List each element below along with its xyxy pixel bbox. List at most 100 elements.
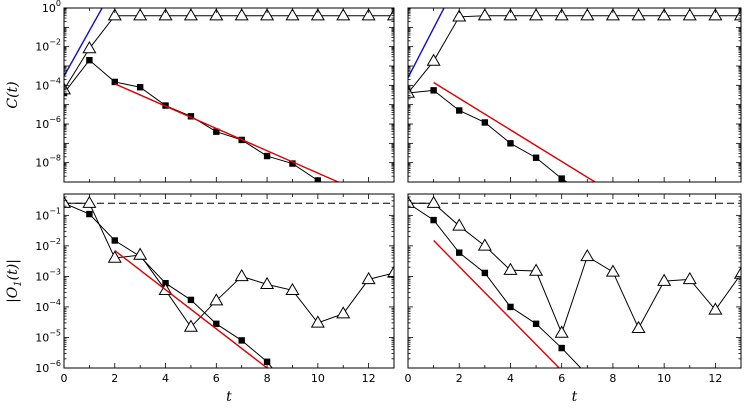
plot-area — [408, 195, 741, 378]
square-point-7 — [238, 337, 245, 344]
series-1-open-triangle — [408, 195, 741, 338]
triangle-point-11 — [336, 8, 351, 21]
fit-line — [114, 250, 268, 368]
plot-area — [64, 8, 394, 182]
square-point-7 — [584, 372, 590, 378]
y-tick-label: 10−5 — [35, 328, 61, 344]
triangle-point-13 — [386, 265, 394, 278]
series-3-none — [114, 83, 339, 182]
x-tick-label: 0 — [61, 372, 68, 385]
x-tick-label: 0 — [405, 372, 412, 385]
triangle-point-5 — [183, 319, 198, 332]
y-tick-label: 100 — [42, 0, 61, 15]
triangle-point-13 — [733, 266, 741, 279]
fit-line — [114, 83, 339, 182]
y-tick-label: 10−2 — [35, 237, 61, 253]
y-axis-label: |O1(t)| — [5, 259, 24, 303]
triangle-point-2 — [107, 8, 122, 21]
triangle-point-6 — [554, 8, 569, 21]
series-2-none — [64, 8, 103, 77]
square-point-2 — [111, 237, 118, 244]
series-1-open-triangle — [64, 8, 394, 95]
triangle-point-4 — [503, 8, 518, 21]
series-2-none — [114, 250, 268, 368]
square-point-1 — [86, 56, 93, 64]
triangle-point-4 — [158, 8, 173, 21]
y-tick-label: 10−3 — [35, 267, 61, 283]
series-0-filled-square — [64, 199, 283, 380]
triangle-point-6 — [554, 325, 569, 338]
triangle-point-7 — [234, 8, 249, 21]
triangle-point-5 — [529, 8, 544, 21]
series-line — [408, 202, 582, 368]
y-tick-label: 10−1 — [35, 206, 61, 222]
triangle-point-0 — [64, 195, 72, 208]
series-2-none — [433, 240, 560, 368]
y-tick-label: 10−2 — [35, 38, 61, 54]
fit-line — [64, 8, 103, 77]
triangle-point-10 — [310, 8, 325, 21]
triangle-point-8 — [605, 8, 620, 21]
series-1-open-triangle — [64, 195, 394, 332]
triangle-point-10 — [657, 273, 672, 286]
series-line — [64, 15, 394, 90]
triangle-point-10 — [657, 8, 672, 21]
triangle-point-5 — [183, 8, 198, 21]
square-point-4 — [507, 140, 514, 147]
triangle-point-1 — [82, 195, 97, 208]
x-tick-label: 12 — [362, 372, 376, 385]
y-tick-label: 10−6 — [35, 115, 61, 131]
square-point-4 — [507, 303, 514, 311]
triangle-point-12 — [361, 271, 376, 285]
triangle-point-7 — [234, 268, 249, 282]
triangle-point-11 — [682, 271, 697, 285]
square-point-8 — [263, 358, 271, 365]
triangle-point-0 — [408, 195, 416, 208]
y-axis-label: C(t) — [5, 81, 21, 108]
x-tick-label: 8 — [609, 372, 616, 385]
square-point-9 — [277, 374, 283, 380]
square-point-6 — [213, 128, 220, 135]
triangle-point-0 — [408, 85, 416, 98]
y-tick-label: 10−8 — [35, 154, 61, 170]
triangle-point-11 — [682, 8, 697, 21]
square-point-1 — [430, 216, 437, 224]
square-point-5 — [187, 113, 195, 120]
triangle-point-1 — [426, 195, 441, 208]
y-tick-label: 10−4 — [35, 298, 61, 314]
fit-line — [433, 240, 560, 368]
chart-panel-top-left: 10−8 10−6 10−4 10−2 100 C(t) — [5, 0, 395, 183]
square-point-1 — [86, 210, 93, 218]
x-tick-label: 4 — [507, 372, 514, 385]
square-point-6 — [558, 344, 565, 352]
square-point-2 — [456, 249, 463, 256]
square-point-5 — [187, 296, 195, 304]
triangle-point-9 — [631, 320, 646, 334]
square-point-2 — [111, 78, 118, 86]
triangle-point-2 — [452, 9, 467, 22]
triangle-point-12 — [708, 8, 723, 21]
series-line — [408, 15, 741, 94]
x-tick-label: 4 — [162, 372, 169, 385]
triangle-point-3 — [477, 8, 492, 21]
triangle-point-12 — [361, 8, 376, 21]
square-point-3 — [136, 84, 144, 91]
triangle-point-6 — [209, 8, 224, 21]
series-line — [408, 89, 568, 182]
triangle-point-8 — [260, 8, 275, 21]
triangle-point-7 — [580, 248, 595, 262]
triangle-point-2 — [452, 218, 467, 231]
fit-line — [433, 81, 596, 182]
square-point-3 — [481, 269, 489, 277]
x-axis-label: t — [572, 389, 578, 405]
triangle-point-4 — [503, 262, 518, 275]
plot-area — [408, 8, 741, 182]
square-point-9 — [289, 160, 296, 167]
square-point-8 — [263, 152, 271, 160]
chart-panel-top-right — [407, 7, 742, 183]
series-line — [64, 59, 321, 182]
axes-frame — [407, 7, 742, 183]
triangle-point-8 — [605, 264, 620, 277]
triangle-point-1 — [82, 41, 97, 54]
